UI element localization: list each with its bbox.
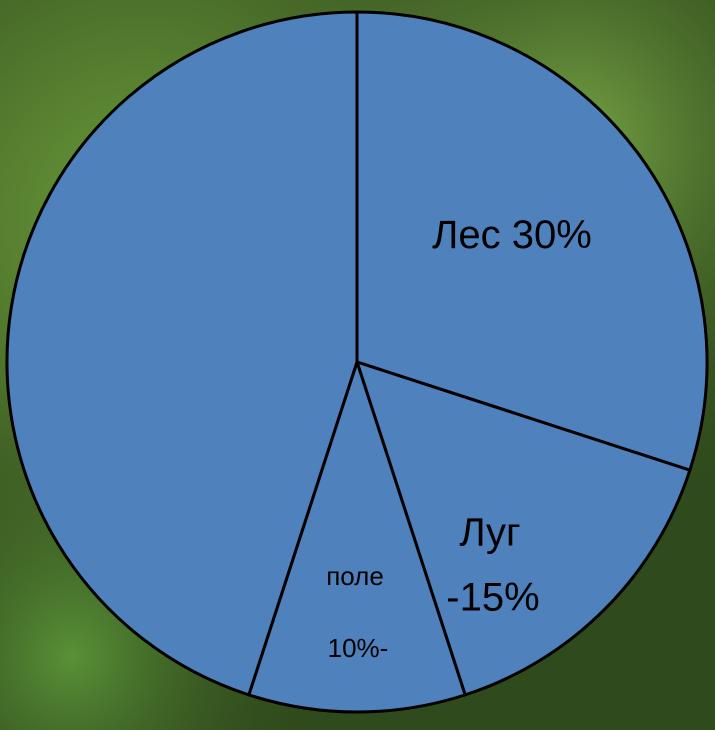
pie [7, 12, 707, 712]
value-label: -15% [446, 576, 539, 620]
value-label: 30% [512, 213, 592, 257]
category-label: Луг [459, 511, 520, 555]
category-label: поле [326, 561, 384, 591]
slice-label: Лес 30% [432, 213, 592, 257]
value-label: 10%- [328, 633, 389, 663]
category-label: Лес [432, 213, 501, 257]
chart: Лес 30% Луг -15% поле 10%- [0, 0, 715, 730]
